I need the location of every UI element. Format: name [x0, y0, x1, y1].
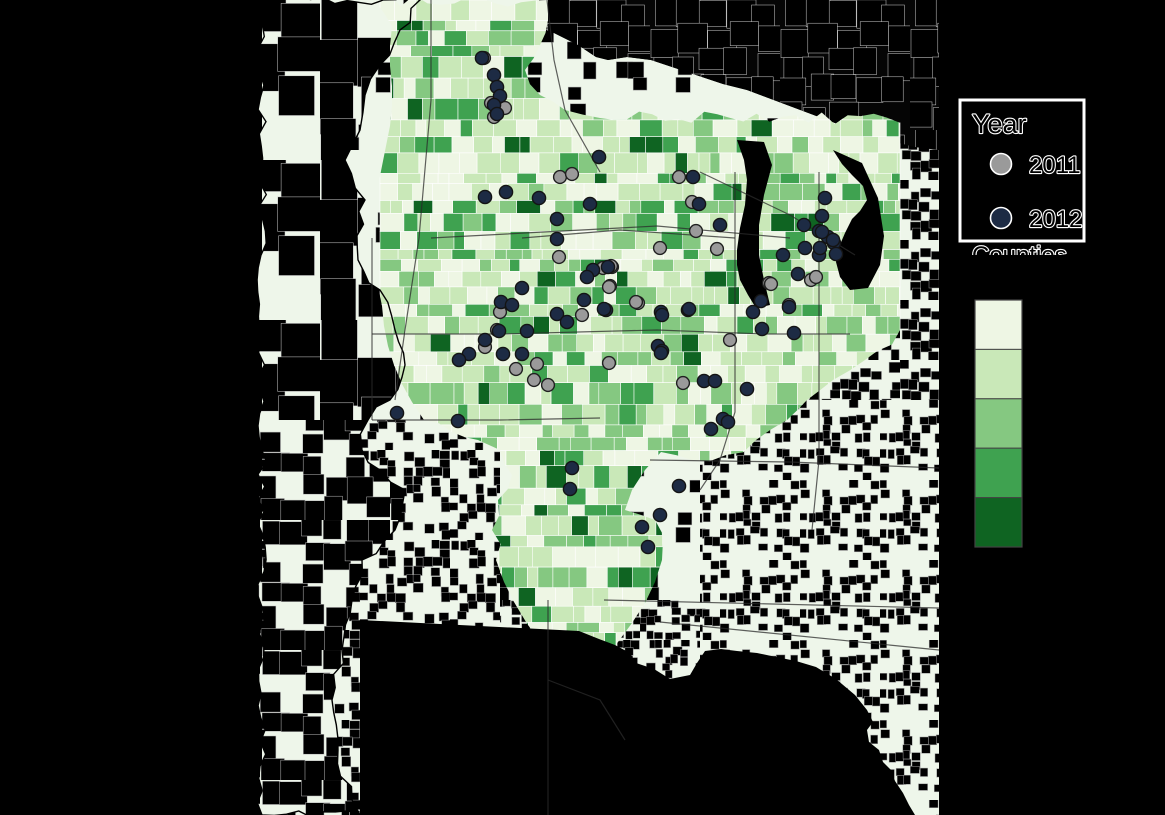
- svg-text:2012: 2012: [1029, 206, 1082, 233]
- svg-text:Year: Year: [972, 109, 1027, 139]
- svg-text:2011: 2011: [1029, 152, 1081, 179]
